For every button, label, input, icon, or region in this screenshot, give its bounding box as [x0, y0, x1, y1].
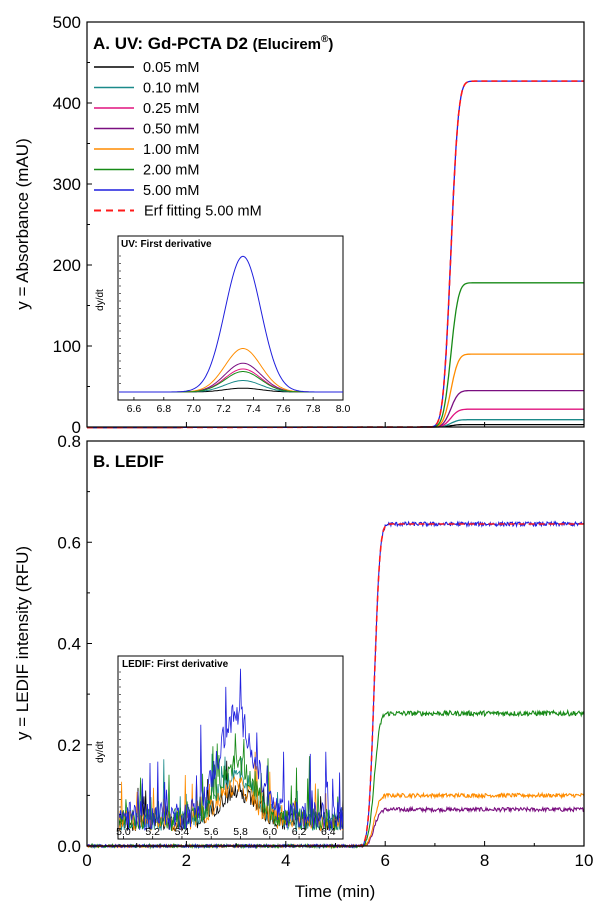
panel-a-inset-ylabel: dy/dt	[95, 289, 106, 311]
panel-b-inset-x-tick-label: 5.8	[233, 826, 248, 838]
panel-a-y-tick-label: 500	[53, 13, 81, 32]
panel-a-y-tick-label: 0	[72, 418, 81, 437]
panel-b: 0.0 0.2 0.4 0.6 0.8 0 2 4 6 8 10 B. LEDIF y = LED…	[13, 432, 593, 901]
panel-a-title: A. UV: Gd-PCTA D2 (Elucirem®)	[93, 34, 333, 53]
panel-b-y-tick-label: 0.6	[57, 533, 81, 552]
panel-b-inset-x-tick-label: 6.4	[321, 826, 336, 838]
panel-b-inset-x-tick-label: 5.0	[116, 826, 131, 838]
panel-a-inset-x-tick-label: 6.8	[156, 403, 171, 415]
panel-b-inset-x-tick-label: 6.2	[292, 826, 307, 838]
panel-a-inset: UV: First derivative dy/dt 6.6 6.8 7.0 7.2 7…	[95, 235, 351, 415]
panel-b-x-tick-label: 6	[380, 851, 389, 870]
panel-b-inset-ylabel: dy/dt	[95, 741, 106, 763]
panel-b-y-tick-label: 0.0	[57, 837, 81, 856]
panel-b-x-tick-label: 2	[182, 851, 191, 870]
panel-b-inset-x-tick-label: 5.2	[145, 826, 160, 838]
panel-a-inset-x-tick-label: 7.8	[306, 403, 321, 415]
legend-label: 0.25 mM	[143, 101, 199, 117]
legend-label: 1.00 mM	[143, 142, 199, 158]
panel-a-legend: 0.05 mM 0.10 mM 0.25 mM 0.50 mM 1.00 mM 2.00 …	[94, 60, 262, 220]
panel-a-inset-x-tick-label: 7.4	[246, 403, 261, 415]
panel-a-inset-x-tick-label: 7.6	[276, 403, 291, 415]
panel-a-y-tick-label: 400	[53, 94, 81, 113]
legend-label: 0.50 mM	[143, 122, 199, 138]
panel-a-inset-frame	[117, 235, 344, 401]
panel-b-inset-x-axis: 5.0 5.2 5.4 5.6 5.8 6.0 6.2 6.4	[116, 671, 336, 839]
panel-a: 0 100 200 300 400 500 A. UV: Gd-PCTA D2 (Eluc…	[13, 13, 585, 437]
panel-b-inset-x-tick-label: 6.0	[262, 826, 277, 838]
panel-a-inset-x-tick-label: 7.2	[216, 403, 231, 415]
panel-a-inset-title: UV: First derivative	[121, 239, 212, 250]
panel-b-inset-x-tick-label: 5.4	[175, 826, 190, 838]
panel-b-y-tick-label: 0.8	[57, 432, 81, 451]
panel-b-y-tick-label: 0.2	[57, 736, 81, 755]
panel-b-inset-plot	[119, 668, 343, 832]
panel-b-x-axis-label: Time (min)	[295, 882, 376, 901]
legend-label: 5.00 mM	[143, 183, 199, 199]
panel-b-x-tick-label: 10	[575, 851, 594, 870]
panel-a-y-axis-label: y = Absorbance (mAU)	[13, 138, 32, 310]
panel-b-y-axis-label: y = LEDIF intensity (RFU)	[13, 546, 32, 740]
panel-a-y-axis: 0 100 200 300 400 500	[53, 13, 585, 437]
legend-label: 2.00 mM	[143, 163, 199, 179]
legend-label: 0.05 mM	[143, 60, 199, 76]
panel-a-inset-x-tick-label: 6.6	[127, 403, 142, 415]
panel-a-inset-peak	[119, 255, 343, 393]
panel-b-inset-trace	[119, 668, 343, 831]
panel-a-inset-plot	[119, 255, 343, 393]
panel-a-inset-x-tick-label: 8.0	[336, 403, 351, 415]
panel-b-x-axis: 0 2 4 6 8 10	[82, 841, 593, 870]
panel-b-inset-x-tick-label: 5.6	[204, 826, 219, 838]
panel-a-y-tick-label: 100	[53, 337, 81, 356]
panel-b-inset-title: LEDIF: First derivative	[122, 659, 229, 670]
panel-a-y-tick-label: 200	[53, 256, 81, 275]
panel-b-y-tick-label: 0.4	[57, 635, 81, 654]
panel-b-title: B. LEDIF	[93, 452, 164, 471]
panel-a-inset-x-tick-label: 7.0	[186, 403, 201, 415]
legend-label: Erf fitting 5.00 mM	[144, 204, 262, 220]
panel-b-y-axis: 0.0 0.2 0.4 0.6 0.8	[57, 432, 92, 856]
panel-b-x-tick-label: 4	[281, 851, 290, 870]
legend-label: 0.10 mM	[143, 81, 199, 97]
panel-b-inset: LEDIF: First derivative dy/dt 5.0 5.2 5.4 5…	[95, 655, 344, 840]
panel-a-inset-x-axis: 6.6 6.8 7.0 7.2 7.4 7.6 7.8 8.0	[119, 255, 351, 415]
panel-b-x-tick-label: 0	[82, 851, 91, 870]
panel-a-y-tick-label: 300	[53, 175, 81, 194]
panel-b-x-tick-label: 8	[480, 851, 489, 870]
